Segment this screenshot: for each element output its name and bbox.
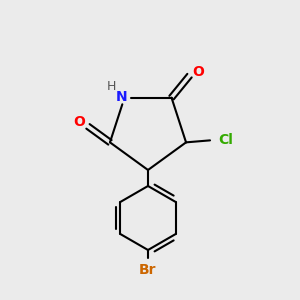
- Text: Br: Br: [139, 263, 157, 277]
- Text: Cl: Cl: [219, 134, 233, 147]
- Text: O: O: [73, 116, 85, 129]
- Text: O: O: [193, 64, 204, 79]
- Text: N: N: [116, 90, 127, 104]
- Text: H: H: [107, 80, 116, 93]
